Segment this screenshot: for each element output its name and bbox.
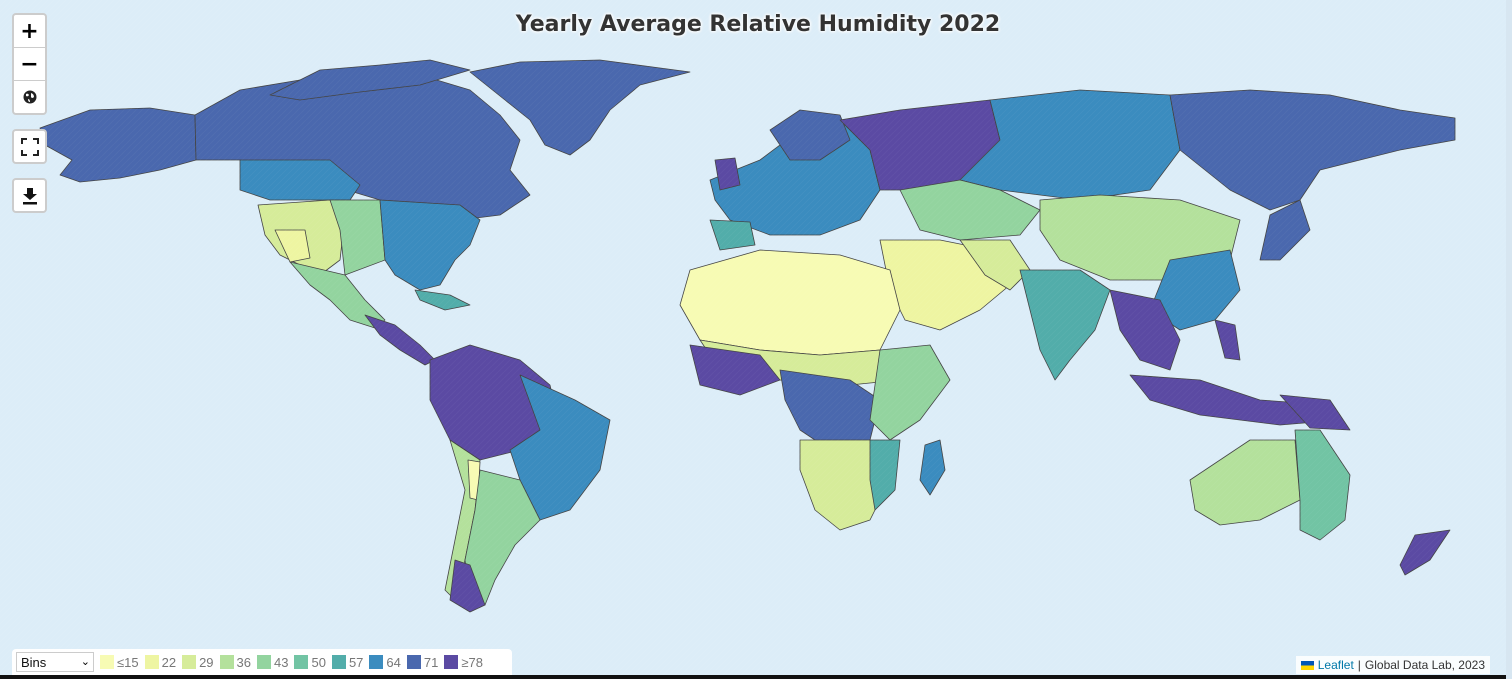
fullscreen-button[interactable] bbox=[12, 129, 47, 164]
fullscreen-icon bbox=[20, 137, 39, 156]
legend: Bins ⌄ ≤15 22 29 36 43 50 57 64 71 ≥78 bbox=[12, 649, 512, 675]
download-button[interactable] bbox=[12, 178, 47, 213]
legend-bins: ≤15 22 29 36 43 50 57 64 71 ≥78 bbox=[100, 655, 489, 670]
legend-swatch bbox=[369, 655, 384, 669]
leaflet-link[interactable]: Leaflet bbox=[1317, 658, 1354, 672]
legend-bin: ≥78 bbox=[444, 655, 483, 670]
legend-swatch bbox=[444, 655, 459, 669]
legend-swatch bbox=[182, 655, 197, 669]
legend-bin-label: 64 bbox=[386, 654, 401, 670]
legend-bin: 57 bbox=[331, 654, 364, 670]
legend-bin-label: 71 bbox=[423, 654, 439, 670]
download-icon bbox=[22, 187, 37, 204]
legend-bin-label: 36 bbox=[236, 654, 252, 670]
legend-swatch bbox=[406, 655, 421, 669]
globe-icon bbox=[23, 90, 36, 104]
legend-swatch bbox=[294, 655, 309, 669]
legend-swatch bbox=[257, 655, 272, 669]
legend-bin-label: ≤15 bbox=[117, 654, 139, 670]
legend-bin-label: ≥78 bbox=[461, 654, 483, 670]
legend-bin-label: 50 bbox=[311, 654, 326, 670]
legend-bin: 29 bbox=[182, 654, 214, 670]
legend-swatch bbox=[219, 655, 234, 669]
legend-bin-label: 29 bbox=[199, 654, 214, 670]
legend-bin-label: 43 bbox=[274, 654, 289, 670]
legend-swatch bbox=[144, 655, 159, 669]
legend-bin: 22 bbox=[144, 654, 177, 670]
map-title: Yearly Average Relative Humidity 2022 bbox=[515, 12, 1001, 37]
attribution-source: Global Data Lab, 2023 bbox=[1364, 658, 1485, 672]
world-view-button[interactable] bbox=[14, 81, 45, 113]
map-bottom-border bbox=[0, 675, 1512, 679]
legend-bin: ≤15 bbox=[100, 655, 139, 670]
legend-bin-label: 57 bbox=[348, 654, 364, 670]
legend-bin: 50 bbox=[294, 654, 326, 670]
attribution-separator: | bbox=[1357, 658, 1361, 672]
map-right-border bbox=[1506, 0, 1512, 679]
attribution: Leaflet | Global Data Lab, 2023 bbox=[1295, 656, 1490, 674]
legend-bin-label: 22 bbox=[161, 654, 177, 670]
legend-mode-select[interactable]: Bins bbox=[16, 652, 94, 672]
legend-bin: 71 bbox=[406, 654, 439, 670]
legend-bin: 36 bbox=[219, 654, 252, 670]
ukraine-flag-icon bbox=[1300, 660, 1314, 670]
legend-bin: 64 bbox=[369, 654, 401, 670]
zoom-control: + − bbox=[12, 13, 47, 115]
zoom-out-button[interactable]: − bbox=[14, 48, 45, 81]
zoom-in-button[interactable]: + bbox=[14, 15, 45, 48]
legend-swatch bbox=[100, 655, 114, 669]
legend-bin: 43 bbox=[257, 655, 288, 670]
legend-swatch bbox=[331, 655, 346, 669]
